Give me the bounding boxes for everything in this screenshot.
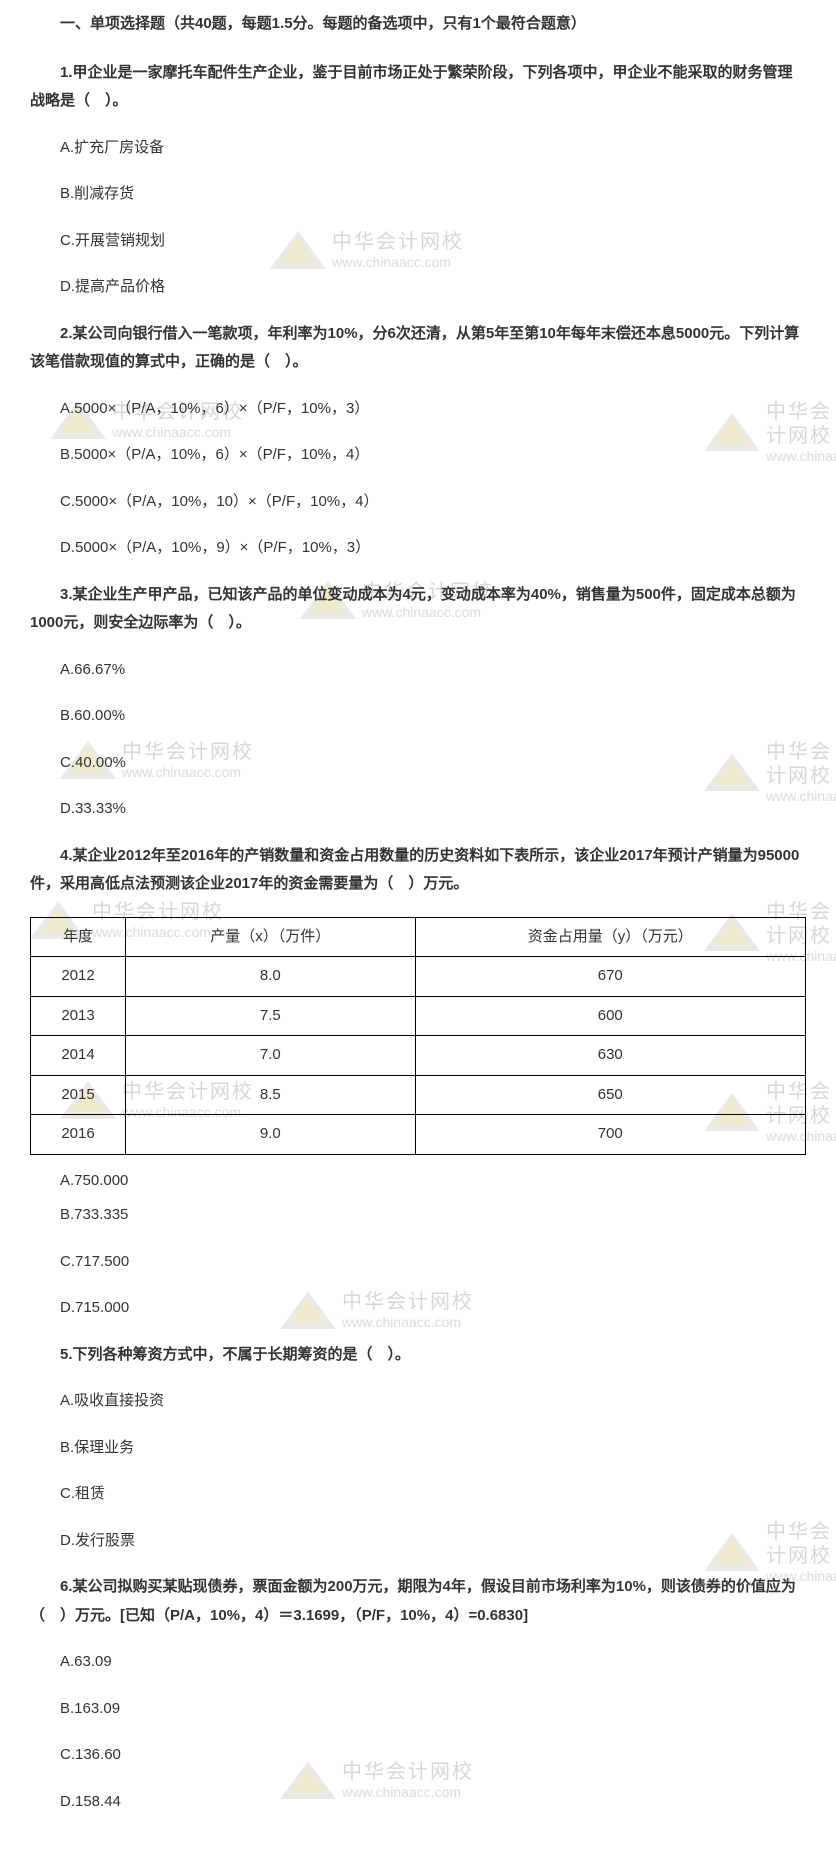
q4-table: 年度 产量（x）（万件） 资金占用量（y）（万元） 20128.06702013… xyxy=(30,917,806,1155)
q3-option-a: A.66.67% xyxy=(30,656,806,685)
th-output: 产量（x）（万件） xyxy=(126,917,415,957)
table-cell: 630 xyxy=(415,1036,805,1076)
q5-option-b: B.保理业务 xyxy=(30,1434,806,1463)
q1-option-a: A.扩充厂房设备 xyxy=(30,134,806,163)
q3-option-b: B.60.00% xyxy=(30,702,806,731)
q6-option-d: D.158.44 xyxy=(30,1788,806,1817)
q3-option-d: D.33.33% xyxy=(30,795,806,824)
th-fund: 资金占用量（y）（万元） xyxy=(415,917,805,957)
q6-stem: 6.某公司拟购买某贴现债券，票面金额为200万元，期限为4年，假设目前市场利率为… xyxy=(30,1573,806,1630)
q4-stem: 4.某企业2012年至2016年的产销数量和资金占用数量的历史资料如下表所示，该… xyxy=(30,842,806,899)
q5-option-a: A.吸收直接投资 xyxy=(30,1387,806,1416)
q4-option-c: C.717.500 xyxy=(30,1248,806,1277)
table-cell: 7.5 xyxy=(126,996,415,1036)
table-cell: 7.0 xyxy=(126,1036,415,1076)
section-title: 一、单项选择题（共40题，每题1.5分。每题的备选项中，只有1个最符合题意） xyxy=(30,10,806,39)
q6-option-c: C.136.60 xyxy=(30,1741,806,1770)
table-cell: 2012 xyxy=(31,957,126,997)
table-row: 20137.5600 xyxy=(31,996,806,1036)
q3-stem: 3.某企业生产甲产品，已知该产品的单位变动成本为4元，变动成本率为40%，销售量… xyxy=(30,581,806,638)
watermark-url: www.chinaacc.com xyxy=(112,424,244,441)
table-cell: 2016 xyxy=(31,1115,126,1155)
q2-option-d: D.5000×（P/A，10%，9）×（P/F，10%，3） xyxy=(30,534,806,563)
q1-option-b: B.削减存货 xyxy=(30,180,806,209)
table-cell: 8.5 xyxy=(126,1075,415,1115)
table-row: 20158.5650 xyxy=(31,1075,806,1115)
q2-option-c: C.5000×（P/A，10%，10）×（P/F，10%，4） xyxy=(30,488,806,517)
q4-option-b: B.733.335 xyxy=(30,1201,806,1230)
q3-option-c: C.40.00% xyxy=(30,749,806,778)
table-cell: 600 xyxy=(415,996,805,1036)
q1-option-c: C.开展营销规划 xyxy=(30,227,806,256)
th-year: 年度 xyxy=(31,917,126,957)
table-cell: 2015 xyxy=(31,1075,126,1115)
q1-option-d: D.提高产品价格 xyxy=(30,273,806,302)
q4-option-d: D.715.000 xyxy=(30,1294,806,1323)
table-cell: 9.0 xyxy=(126,1115,415,1155)
table-cell: 2014 xyxy=(31,1036,126,1076)
q2-option-a: A.5000×（P/A，10%，6）×（P/F，10%，3） xyxy=(30,395,806,424)
q5-stem: 5.下列各种筹资方式中，不属于长期筹资的是（ ）。 xyxy=(30,1341,806,1370)
table-row: 20128.0670 xyxy=(31,957,806,997)
table-cell: 700 xyxy=(415,1115,805,1155)
table-header-row: 年度 产量（x）（万件） 资金占用量（y）（万元） xyxy=(31,917,806,957)
q4-option-a: A.750.000 xyxy=(30,1167,806,1196)
table-cell: 8.0 xyxy=(126,957,415,997)
q6-option-a: A.63.09 xyxy=(30,1648,806,1677)
q2-stem: 2.某公司向银行借入一笔款项，年利率为10%，分6次还清，从第5年至第10年每年… xyxy=(30,320,806,377)
table-cell: 2013 xyxy=(31,996,126,1036)
table-row: 20147.0630 xyxy=(31,1036,806,1076)
q6-option-b: B.163.09 xyxy=(30,1695,806,1724)
q5-option-c: C.租赁 xyxy=(30,1480,806,1509)
q2-option-b: B.5000×（P/A，10%，6）×（P/F，10%，4） xyxy=(30,441,806,470)
watermark-url: www.chinaacc.com xyxy=(332,254,464,271)
q1-stem: 1.甲企业是一家摩托车配件生产企业，鉴于目前市场正处于繁荣阶段，下列各项中，甲企… xyxy=(30,59,806,116)
table-cell: 670 xyxy=(415,957,805,997)
table-row: 20169.0700 xyxy=(31,1115,806,1155)
table-cell: 650 xyxy=(415,1075,805,1115)
q5-option-d: D.发行股票 xyxy=(30,1527,806,1556)
